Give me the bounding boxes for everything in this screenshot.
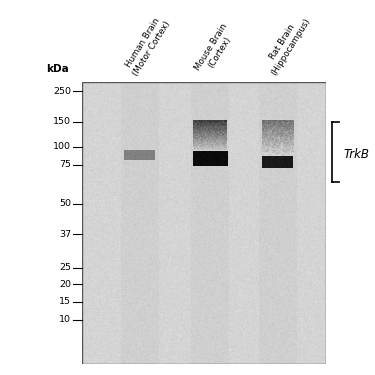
Text: kDa: kDa xyxy=(46,64,69,74)
Text: TrkB: TrkB xyxy=(343,148,369,161)
Text: Rat Brain
(Hippocampus): Rat Brain (Hippocampus) xyxy=(261,11,312,77)
Text: Mouse Brain
(Cortex): Mouse Brain (Cortex) xyxy=(193,21,238,77)
Text: 250: 250 xyxy=(53,87,71,96)
Text: Rat Brain
(Hippocampus): Rat Brain (Hippocampus) xyxy=(261,11,312,77)
Text: 37: 37 xyxy=(59,230,71,238)
Text: Mouse Brain
(Cortex): Mouse Brain (Cortex) xyxy=(193,21,238,77)
Text: TrkB: TrkB xyxy=(343,148,369,161)
Text: 10: 10 xyxy=(59,315,71,324)
Text: 20: 20 xyxy=(59,279,71,288)
Text: 50: 50 xyxy=(59,199,71,208)
Text: 250: 250 xyxy=(53,87,71,96)
Text: 100: 100 xyxy=(53,142,71,151)
Text: 37: 37 xyxy=(59,230,71,238)
Text: kDa: kDa xyxy=(46,64,69,74)
Text: 25: 25 xyxy=(59,264,71,273)
Bar xyxy=(0,364,371,375)
Bar xyxy=(82,82,326,364)
Text: 50: 50 xyxy=(59,199,71,208)
Text: 20: 20 xyxy=(59,279,71,288)
Bar xyxy=(0,18,371,82)
Text: 75: 75 xyxy=(59,160,71,169)
Text: 15: 15 xyxy=(59,297,71,306)
Bar xyxy=(0,18,82,375)
Text: Human Brain
(Motor Cortex): Human Brain (Motor Cortex) xyxy=(123,13,172,77)
Text: 150: 150 xyxy=(53,117,71,126)
Text: 150: 150 xyxy=(53,117,71,126)
Bar xyxy=(326,18,371,375)
Text: 10: 10 xyxy=(59,315,71,324)
Text: 75: 75 xyxy=(59,160,71,169)
Text: 15: 15 xyxy=(59,297,71,306)
Text: 25: 25 xyxy=(59,264,71,273)
Text: 100: 100 xyxy=(53,142,71,151)
Text: Human Brain
(Motor Cortex): Human Brain (Motor Cortex) xyxy=(123,13,172,77)
